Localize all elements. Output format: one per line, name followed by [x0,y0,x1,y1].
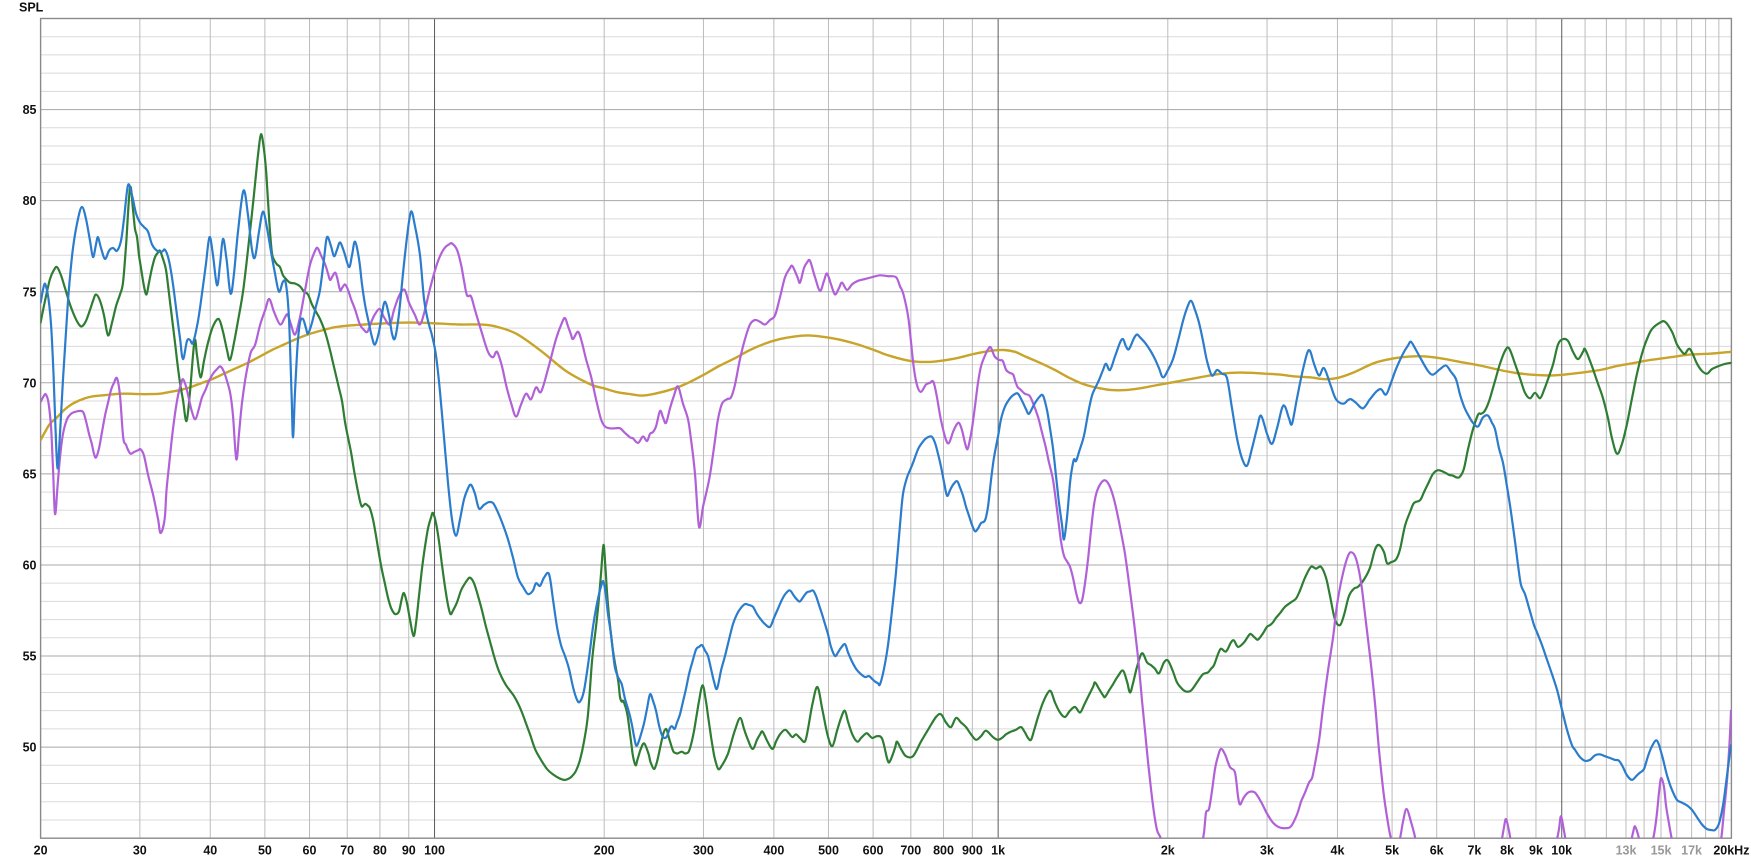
svg-text:15k: 15k [1651,844,1672,858]
svg-text:100: 100 [424,844,445,858]
svg-text:6k: 6k [1430,844,1444,858]
svg-text:85: 85 [23,103,37,117]
svg-text:4k: 4k [1331,844,1345,858]
svg-text:9k: 9k [1529,844,1543,858]
svg-text:90: 90 [402,844,416,858]
svg-text:SPL: SPL [19,1,44,15]
svg-text:5k: 5k [1385,844,1399,858]
svg-text:500: 500 [818,844,839,858]
svg-text:10k: 10k [1551,844,1572,858]
svg-text:50: 50 [258,844,272,858]
svg-text:8k: 8k [1500,844,1514,858]
svg-text:20: 20 [34,844,48,858]
svg-text:13k: 13k [1616,844,1637,858]
svg-text:3k: 3k [1260,844,1274,858]
svg-text:55: 55 [23,650,37,664]
svg-text:80: 80 [23,194,37,208]
svg-text:2k: 2k [1161,844,1175,858]
svg-text:7k: 7k [1467,844,1481,858]
svg-text:80: 80 [373,844,387,858]
svg-text:60: 60 [303,844,317,858]
svg-text:900: 900 [962,844,983,858]
svg-text:40: 40 [203,844,217,858]
svg-text:1k: 1k [991,844,1005,858]
svg-text:50: 50 [23,741,37,755]
svg-text:400: 400 [763,844,784,858]
svg-text:600: 600 [863,844,884,858]
svg-text:200: 200 [594,844,615,858]
svg-text:70: 70 [340,844,354,858]
svg-text:800: 800 [933,844,954,858]
svg-text:17k: 17k [1681,844,1702,858]
svg-text:75: 75 [23,285,37,299]
svg-text:70: 70 [23,376,37,390]
svg-text:300: 300 [693,844,714,858]
svg-text:65: 65 [23,468,37,482]
svg-text:30: 30 [133,844,147,858]
svg-text:20kHz: 20kHz [1713,844,1749,858]
svg-text:700: 700 [900,844,921,858]
svg-text:60: 60 [23,559,37,573]
